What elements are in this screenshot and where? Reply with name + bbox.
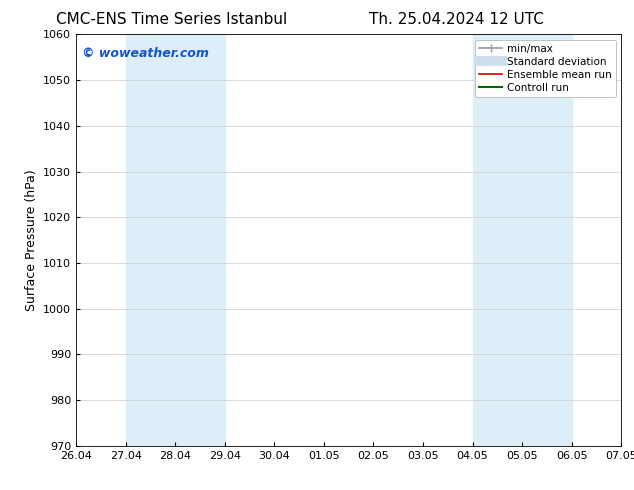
Bar	[126, 34, 225, 446]
Bar	[621, 34, 634, 446]
Text: CMC-ENS Time Series Istanbul: CMC-ENS Time Series Istanbul	[56, 12, 287, 27]
Y-axis label: Surface Pressure (hPa): Surface Pressure (hPa)	[25, 169, 37, 311]
Bar	[472, 34, 572, 446]
Text: Th. 25.04.2024 12 UTC: Th. 25.04.2024 12 UTC	[369, 12, 544, 27]
Text: © woweather.com: © woweather.com	[82, 47, 209, 60]
Legend: min/max, Standard deviation, Ensemble mean run, Controll run: min/max, Standard deviation, Ensemble me…	[475, 40, 616, 97]
